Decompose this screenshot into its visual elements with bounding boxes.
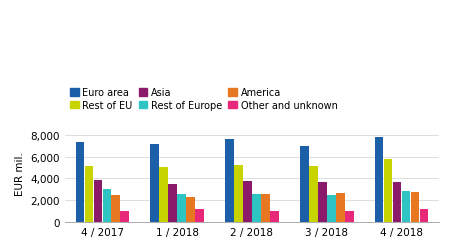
Bar [375,137,384,222]
Bar [84,166,93,222]
Bar [186,197,195,222]
Bar [94,180,102,222]
Bar [75,143,84,222]
Bar [384,160,392,222]
Bar [327,195,336,222]
Bar [393,182,401,222]
Bar [178,194,186,222]
Bar [112,195,120,222]
Bar [150,144,159,222]
Bar [270,211,279,222]
Bar [243,181,252,222]
Bar [168,184,177,222]
Bar [345,211,354,222]
Legend: Euro area, Rest of EU, Asia, Rest of Europe, America, Other and unknown: Euro area, Rest of EU, Asia, Rest of Eur… [70,88,338,110]
Bar [300,146,309,222]
Bar [261,194,270,222]
Bar [234,166,243,222]
Bar [252,195,261,222]
Bar [225,139,234,222]
Bar [159,167,168,222]
Bar [402,191,410,222]
Bar [195,209,204,222]
Y-axis label: EUR mil.: EUR mil. [15,151,25,195]
Bar [411,192,419,222]
Bar [420,209,428,222]
Bar [103,189,111,222]
Bar [336,194,345,222]
Bar [120,211,129,222]
Bar [318,182,326,222]
Bar [309,166,318,222]
